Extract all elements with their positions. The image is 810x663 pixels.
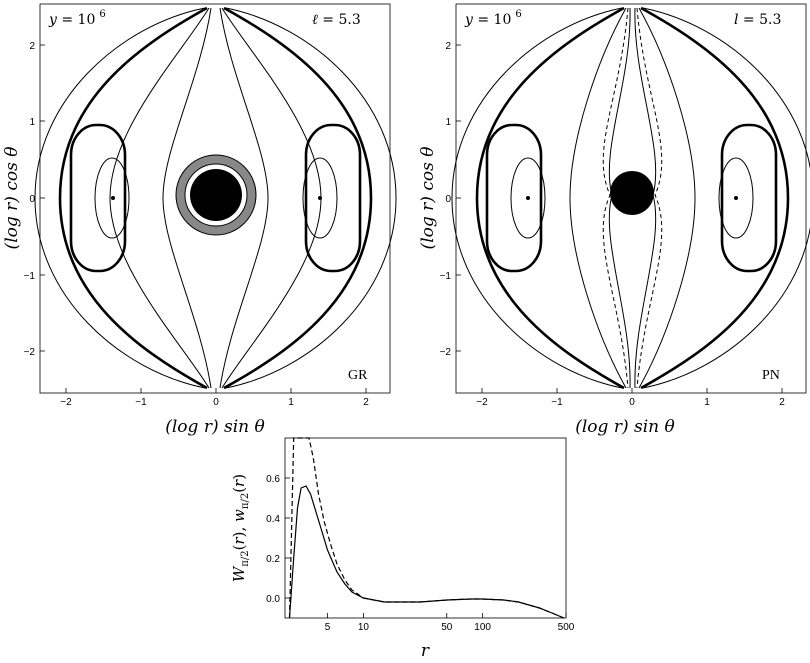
panel-gr-xtick-2: 0 <box>213 397 219 408</box>
panel-gr-y-var: y <box>48 12 58 28</box>
bottom-ytick-1: 0.4 <box>266 514 280 525</box>
panel-gr-point-left <box>111 196 115 200</box>
panel-gr-l-annotation: ℓ = 5.3 <box>312 12 361 28</box>
bottom-series-solid <box>288 485 565 619</box>
panel-pn-l-annotation: l = 5.3 <box>734 12 781 28</box>
bottom-ytick-0: 0.6 <box>266 474 280 485</box>
panel-bottom: 5 10 50 100 500 0.6 0.4 0.2 0.0 Wπ/2(r), wπ/2(r… <box>230 437 575 661</box>
panel-pn-y-annotation: y = 10 6 <box>464 9 522 28</box>
panel-pn-ytick-0: 2 <box>445 41 451 52</box>
panel-pn-y-exp: 6 <box>515 9 521 20</box>
panel-pn-frame <box>455 3 807 394</box>
bottom-yticks: 0.6 0.4 0.2 0.0 <box>266 474 290 605</box>
panel-gr-contours <box>34 6 397 390</box>
bottom-xlabel: r <box>421 641 430 661</box>
panel-gr-l-eq: = 5.3 <box>318 12 361 28</box>
bottom-ytick-2: 0.2 <box>266 554 280 565</box>
panel-gr-xtick-1: −1 <box>135 397 147 408</box>
panel-pn-l-var: l <box>734 12 738 28</box>
panel-pn-xtick-3: 1 <box>704 397 710 408</box>
panel-gr-ytick-1: 1 <box>29 117 35 128</box>
panel-pn-tick-marks <box>456 44 783 393</box>
panel-gr-ytick-3: −1 <box>24 271 36 282</box>
panel-pn-point-right <box>734 196 738 200</box>
panel-pn-y-var: y <box>464 12 474 28</box>
panel-gr-tag: GR <box>348 368 368 383</box>
panel-gr-point-right <box>318 196 322 200</box>
panel-pn-point-left <box>526 196 530 200</box>
bottom-series-dashed <box>288 437 565 619</box>
panel-pn-l-eq: = 5.3 <box>738 12 781 28</box>
panel-pn-xtick-1: −1 <box>551 397 563 408</box>
panel-pn-ytick-1: 1 <box>445 117 451 128</box>
bottom-ytick-3: 0.0 <box>266 594 280 605</box>
panel-gr: −2 −1 0 1 2 2 1 0 −1 −2 y = 10 6 ℓ = 5.3 … <box>2 3 397 437</box>
panel-pn-black-hole <box>610 171 654 215</box>
panel-gr-y-annotation: y = 10 6 <box>48 9 106 28</box>
panel-pn-ytick-2: 0 <box>445 194 451 205</box>
bottom-ylabel: Wπ/2(r), wπ/2(r) <box>230 474 251 582</box>
bottom-xtick-3: 100 <box>474 622 491 633</box>
panel-pn-xtick-2: 0 <box>629 397 635 408</box>
bottom-series <box>288 437 565 619</box>
bottom-xtick-2: 50 <box>441 622 453 633</box>
panel-gr-black-hole <box>190 169 242 221</box>
panel-gr-frame <box>39 3 391 394</box>
panel-gr-l-var: ℓ <box>312 12 318 28</box>
panel-gr-xlabel: (log r) sin θ <box>165 417 265 437</box>
panel-pn-ylabel: (log r) cos θ <box>418 147 438 250</box>
panel-gr-xtick-3: 1 <box>288 397 294 408</box>
panel-pn-xtick-4: 2 <box>779 397 785 408</box>
bottom-xticks: 5 10 50 100 500 <box>325 613 575 633</box>
bottom-xtick-1: 10 <box>358 622 370 633</box>
panel-pn-ytick-3: −1 <box>440 271 452 282</box>
bottom-xtick-0: 5 <box>325 622 331 633</box>
bottom-xtick-4: 500 <box>558 622 575 633</box>
panel-gr-ylabel: (log r) cos θ <box>2 147 22 250</box>
panel-gr-ytick-4: −2 <box>24 347 36 358</box>
bottom-frame <box>284 437 567 619</box>
panel-gr-y-exp: 6 <box>99 9 105 20</box>
panel-gr-ytick-2: 0 <box>29 194 35 205</box>
panel-pn-y-eq: = 10 <box>473 12 511 28</box>
panel-pn-xtick-0: −2 <box>476 397 488 408</box>
panel-gr-tick-marks <box>40 44 367 393</box>
panel-gr-y-eq: = 10 <box>57 12 95 28</box>
panel-pn-tag: PN <box>762 368 780 383</box>
panel-pn-xlabel: (log r) sin θ <box>575 417 675 437</box>
panel-gr-ytick-0: 2 <box>29 41 35 52</box>
panel-pn: −2 −1 0 1 2 2 1 0 −1 −2 y = 10 6 l = 5.3 … <box>418 3 810 437</box>
panel-gr-xtick-4: 2 <box>363 397 369 408</box>
panel-pn-ytick-4: −2 <box>440 347 452 358</box>
panel-gr-xtick-0: −2 <box>60 397 72 408</box>
